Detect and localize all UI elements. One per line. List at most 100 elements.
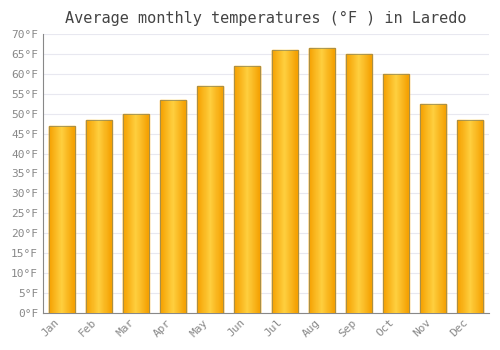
Bar [294,50,295,313]
Bar [238,66,239,313]
Bar [131,114,132,313]
Bar [310,48,312,313]
Bar [358,54,359,313]
Bar [407,74,408,313]
Bar [466,120,467,313]
Bar [148,114,149,313]
Bar [387,74,388,313]
Bar [248,66,249,313]
Bar [282,50,283,313]
Bar [272,50,297,313]
Bar [443,104,444,313]
Bar [257,66,258,313]
Bar [90,120,91,313]
Bar [212,86,213,313]
Bar [104,120,105,313]
Bar [461,120,462,313]
Bar [221,86,222,313]
Bar [244,66,246,313]
Bar [250,66,251,313]
Bar [98,120,99,313]
Bar [389,74,390,313]
Bar [424,104,425,313]
Title: Average monthly temperatures (°F ) in Laredo: Average monthly temperatures (°F ) in La… [65,11,466,26]
Bar [91,120,92,313]
Bar [355,54,356,313]
Bar [169,100,170,313]
Bar [354,54,355,313]
Bar [401,74,402,313]
Bar [274,50,275,313]
Bar [388,74,389,313]
Bar [141,114,142,313]
Bar [214,86,215,313]
Bar [57,126,58,313]
Bar [94,120,95,313]
Bar [181,100,182,313]
Bar [314,48,315,313]
Bar [124,114,125,313]
Bar [73,126,74,313]
Bar [140,114,141,313]
Bar [287,50,288,313]
Bar [103,120,104,313]
Bar [105,120,106,313]
Bar [369,54,370,313]
Bar [258,66,259,313]
Bar [251,66,252,313]
Bar [218,86,219,313]
Bar [350,54,351,313]
Bar [72,126,73,313]
Bar [470,120,471,313]
Bar [170,100,171,313]
Bar [68,126,69,313]
Bar [384,74,385,313]
Bar [96,120,97,313]
Bar [370,54,371,313]
Bar [439,104,440,313]
Bar [360,54,361,313]
Bar [297,50,298,313]
Bar [286,50,287,313]
Bar [460,120,461,313]
Bar [398,74,399,313]
Bar [429,104,430,313]
Bar [162,100,163,313]
Bar [208,86,209,313]
Bar [467,120,468,313]
Bar [325,48,326,313]
Bar [185,100,186,313]
Bar [328,48,329,313]
Bar [458,120,483,313]
Bar [249,66,250,313]
Bar [127,114,128,313]
Bar [278,50,279,313]
Bar [312,48,313,313]
Bar [481,120,482,313]
Bar [367,54,368,313]
Bar [134,114,135,313]
Bar [109,120,110,313]
Bar [475,120,476,313]
Bar [86,120,112,313]
Bar [408,74,409,313]
Bar [235,66,236,313]
Bar [138,114,139,313]
Bar [435,104,436,313]
Bar [465,120,466,313]
Bar [64,126,65,313]
Bar [280,50,281,313]
Bar [48,126,49,313]
Bar [180,100,181,313]
Bar [89,120,90,313]
Bar [144,114,145,313]
Bar [95,120,96,313]
Bar [146,114,147,313]
Bar [239,66,240,313]
Bar [254,66,255,313]
Bar [406,74,407,313]
Bar [421,104,422,313]
Bar [70,126,71,313]
Bar [247,66,248,313]
Bar [234,66,235,313]
